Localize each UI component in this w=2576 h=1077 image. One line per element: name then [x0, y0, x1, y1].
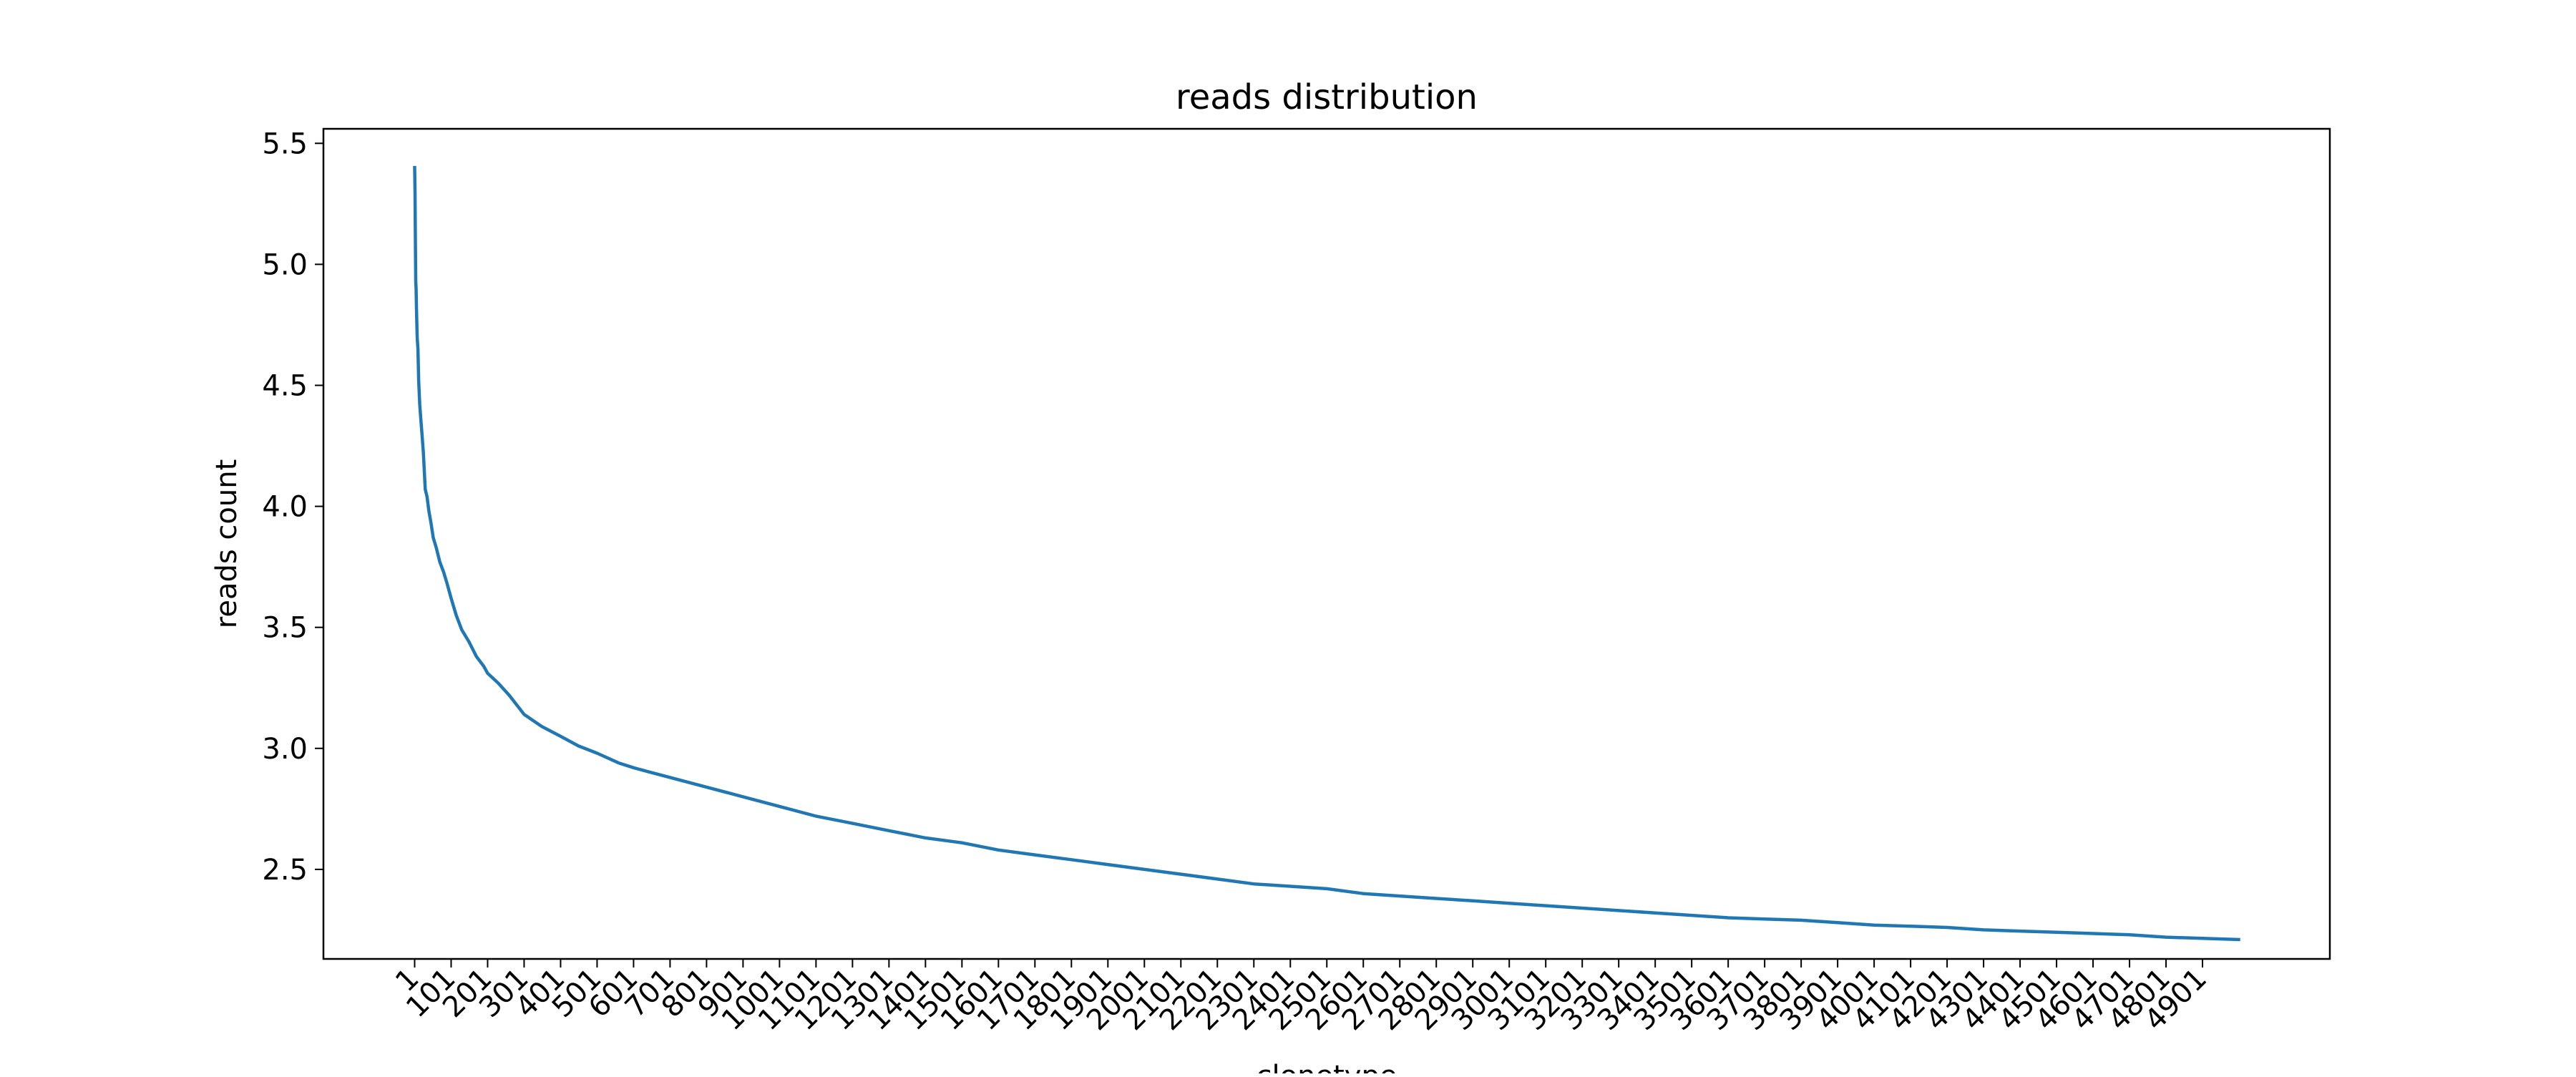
x-axis-label: clonetype — [1257, 1060, 1397, 1073]
y-tick-label: 4.0 — [262, 491, 308, 524]
y-axis-label: reads count — [210, 459, 243, 628]
y-tick-label: 3.0 — [262, 733, 308, 766]
y-tick-label: 5.5 — [262, 127, 308, 160]
y-tick-label: 5.0 — [262, 248, 308, 281]
y-tick-label: 2.5 — [262, 854, 308, 887]
series-line-0 — [413, 165, 2240, 942]
y-tick-label: 3.5 — [262, 612, 308, 645]
chart-title: reads distribution — [1176, 77, 1478, 117]
y-tick-label: 4.5 — [262, 369, 308, 402]
